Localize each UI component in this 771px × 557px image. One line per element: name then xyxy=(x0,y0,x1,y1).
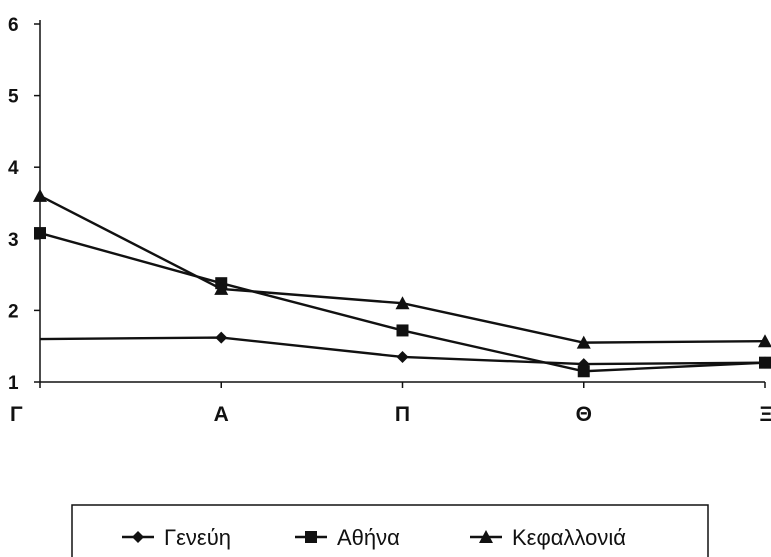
data-point xyxy=(215,331,228,344)
data-point xyxy=(395,296,410,310)
x-tick-label: Α xyxy=(214,403,229,426)
y-tick-label: 1 xyxy=(8,373,19,394)
legend-label: Γενεύη xyxy=(164,525,231,550)
legend-item: Κεφαλλονιά xyxy=(470,525,626,550)
x-tick-label: Θ xyxy=(576,403,592,426)
y-tick-label: 4 xyxy=(8,158,19,179)
series-lines xyxy=(39,194,766,373)
data-point xyxy=(33,188,47,202)
data-point xyxy=(214,281,229,295)
y-tick-labels: 1 2 3 4 5 6 xyxy=(8,15,19,394)
data-point xyxy=(396,350,409,363)
legend-item: Αθήνα xyxy=(295,525,400,550)
legend-items: Γενεύη Αθήνα Κεφαλλονιά xyxy=(122,525,626,550)
y-tick-label: 5 xyxy=(8,87,19,108)
y-tick-label: 6 xyxy=(8,15,19,36)
legend-label: Κεφαλλονιά xyxy=(512,525,626,550)
y-tick-label: 2 xyxy=(8,301,19,322)
legend-marker xyxy=(305,531,317,543)
series-line-2 xyxy=(39,194,766,344)
x-tick-label: Ξ xyxy=(759,403,771,426)
data-point xyxy=(34,227,46,240)
legend: Γενεύη Αθήνα Κεφαλλονιά xyxy=(71,504,709,557)
data-point xyxy=(577,365,590,378)
legend-label: Αθήνα xyxy=(337,525,400,550)
series-markers xyxy=(33,188,771,378)
legend-marker xyxy=(479,530,493,543)
data-point xyxy=(576,335,591,349)
data-point xyxy=(759,356,771,369)
data-point xyxy=(758,334,771,348)
legend-box xyxy=(71,504,709,557)
legend-marker xyxy=(132,531,144,543)
x-tick-label: Π xyxy=(395,403,410,426)
x-tick-label: Γ xyxy=(10,403,23,426)
data-point xyxy=(396,324,409,337)
y-tick-label: 3 xyxy=(8,230,19,251)
legend-item: Γενεύη xyxy=(122,525,231,550)
